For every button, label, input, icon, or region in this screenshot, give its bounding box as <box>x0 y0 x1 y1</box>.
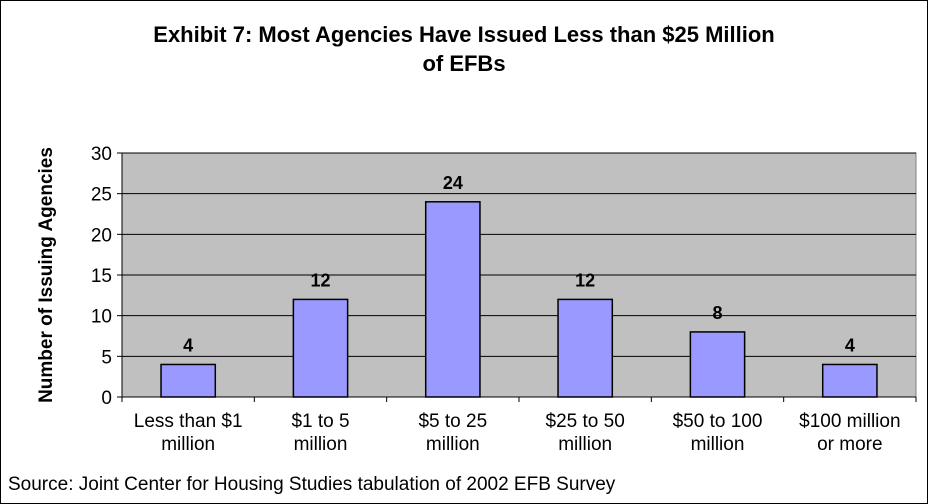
data-label: 24 <box>443 173 463 193</box>
category-label: $5 to 25 <box>418 411 487 432</box>
chart-title-line-2: of EFBs <box>422 51 506 76</box>
category-label: $25 to 50 <box>546 411 625 432</box>
data-label: 4 <box>845 335 855 355</box>
y-tick-label: 10 <box>91 307 112 328</box>
data-label: 12 <box>310 270 330 290</box>
y-tick-label: 20 <box>91 225 112 246</box>
chart-title: Exhibit 7: Most Agencies Have Issued Les… <box>0 20 928 78</box>
category-label: Less than $1 <box>134 411 243 432</box>
y-tick-label: 15 <box>91 266 112 287</box>
category-label: $100 million <box>799 411 900 432</box>
bar <box>160 363 217 398</box>
category-label: million <box>161 434 215 455</box>
category-label: million <box>294 434 348 455</box>
bar <box>424 201 481 398</box>
chart-title-line-1: Exhibit 7: Most Agencies Have Issued Les… <box>153 22 775 47</box>
bar <box>557 298 614 398</box>
y-tick-label: 0 <box>101 388 112 409</box>
bar <box>292 298 349 398</box>
category-label: $1 to 5 <box>291 411 349 432</box>
y-tick-label: 25 <box>91 185 112 206</box>
category-label: $50 to 100 <box>673 411 763 432</box>
source-note: Source: Joint Center for Housing Studies… <box>8 474 616 495</box>
category-label: million <box>691 434 745 455</box>
y-tick-label: 5 <box>101 347 112 368</box>
bar <box>689 331 746 398</box>
y-axis-label: Number of Issuing Agencies <box>36 147 57 403</box>
bar <box>821 363 878 398</box>
data-label: 4 <box>183 335 193 355</box>
category-label: or more <box>817 434 882 455</box>
data-label: 12 <box>575 270 595 290</box>
category-label: million <box>558 434 612 455</box>
data-label: 8 <box>712 303 722 323</box>
category-label: million <box>426 434 480 455</box>
y-tick-label: 30 <box>91 144 112 165</box>
